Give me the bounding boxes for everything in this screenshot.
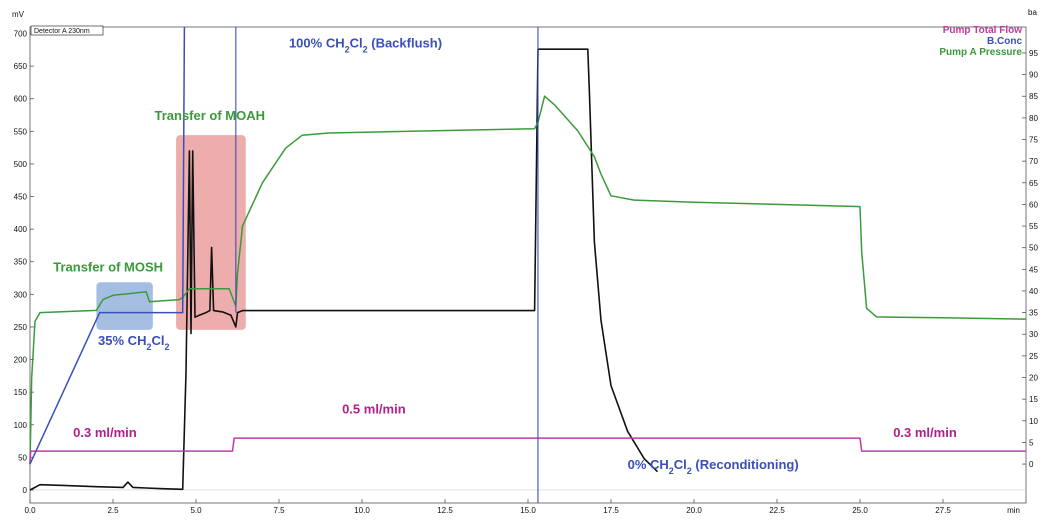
y-right-tick-label: 95: [1029, 49, 1038, 58]
y-right-unit: ba: [1028, 8, 1037, 17]
y-right-tick-label: 5: [1029, 438, 1034, 447]
annotation-5: 0.3 ml/min: [73, 425, 137, 440]
y-left-tick-label: 200: [14, 356, 28, 365]
series-pump-a-pressure: [29, 95, 1027, 465]
x-tick-label: 20.0: [686, 506, 702, 515]
x-tick-label: 2.5: [107, 506, 119, 515]
annotation-1: Transfer of MOSH: [53, 259, 163, 274]
annotation-layer: Transfer of MOSH Transfer of MOAH 100% CH2…: [53, 35, 957, 476]
y-left-tick-label: 600: [14, 95, 28, 104]
y-right-tick-label: 85: [1029, 92, 1038, 101]
y-left-unit: mV: [12, 10, 25, 19]
y-right-tick-label: 55: [1029, 222, 1038, 231]
x-tick-label: 0.0: [24, 506, 36, 515]
y-left-tick-label: 650: [14, 62, 28, 71]
y-left-tick-label: 250: [14, 323, 28, 332]
highlight-box-1: [96, 282, 153, 330]
y-right-tick-label: 25: [1029, 352, 1038, 361]
x-tick-label: 10.0: [354, 506, 370, 515]
series-pump-total-flow: [29, 437, 1026, 465]
x-tick-label: 25.0: [852, 506, 868, 515]
y-right-tick-label: 30: [1029, 330, 1038, 339]
x-tick-label: 5.0: [190, 506, 202, 515]
x-unit: min: [1007, 506, 1020, 515]
y-left-tick-label: 150: [14, 388, 28, 397]
y-right-tick-label: 45: [1029, 265, 1038, 274]
series-detector-a-230nm: [29, 48, 659, 491]
y-left-tick-label: 50: [18, 453, 27, 462]
x-tick-label: 22.5: [769, 506, 785, 515]
detector-box: [30, 25, 104, 36]
y-left-tick-label: 300: [14, 290, 28, 299]
x-tick-label: 15.0: [520, 506, 536, 515]
y-left-tick-label: 550: [14, 127, 28, 136]
x-tick-label: 7.5: [273, 506, 285, 515]
y-right-tick-label: 75: [1029, 136, 1038, 145]
y-right-tick-label: 80: [1029, 114, 1038, 123]
series-b-conc: [29, 26, 186, 465]
y-right-tick-label: 50: [1029, 244, 1038, 253]
y-right-tick-label: 35: [1029, 309, 1038, 318]
y-right-tick-label: 70: [1029, 157, 1038, 166]
y-right-tick-label: 0: [1029, 460, 1034, 469]
annotation-3: 100% CH2Cl2 (Backflush): [289, 35, 442, 54]
y-left-tick-label: 450: [14, 193, 28, 202]
legend-entry-3: Pump A Pressure: [939, 47, 1022, 58]
annotation-7: 0.3 ml/min: [893, 425, 957, 440]
x-tick-label: 27.5: [935, 506, 951, 515]
y-right-tick-label: 60: [1029, 200, 1038, 209]
y-left-tick-label: 400: [14, 225, 28, 234]
legend-entry-1: Pump Total Flow: [943, 25, 1022, 36]
annotation-4: 35% CH2Cl2: [98, 333, 169, 352]
y-right-tick-label: 10: [1029, 417, 1038, 426]
annotation-8: 0% CH2Cl2 (Reconditioning): [628, 457, 799, 476]
y-left-tick-label: 0: [23, 486, 28, 495]
x-tick-label: 12.5: [437, 506, 453, 515]
series-layer: [29, 26, 1027, 503]
y-left-tick-label: 350: [14, 258, 28, 267]
y-right-tick-label: 40: [1029, 287, 1038, 296]
x-tick-label: 17.5: [603, 506, 619, 515]
legend-entry-2: B.Conc: [987, 36, 1022, 47]
detector-label: Detector A 230nm: [34, 28, 90, 35]
y-right-tick-label: 20: [1029, 374, 1038, 383]
annotation-6: 0.5 ml/min: [342, 401, 406, 416]
y-right-tick-label: 65: [1029, 179, 1038, 188]
y-right-tick-label: 90: [1029, 71, 1038, 80]
y-left-tick-label: 700: [14, 30, 28, 39]
tick-layer: 7006506005505004504003503002502001501005…: [12, 8, 1038, 515]
y-right-tick-label: 15: [1029, 395, 1038, 404]
y-left-tick-label: 500: [14, 160, 28, 169]
y-left-tick-label: 100: [14, 421, 28, 430]
annotation-2: Transfer of MOAH: [155, 108, 266, 123]
